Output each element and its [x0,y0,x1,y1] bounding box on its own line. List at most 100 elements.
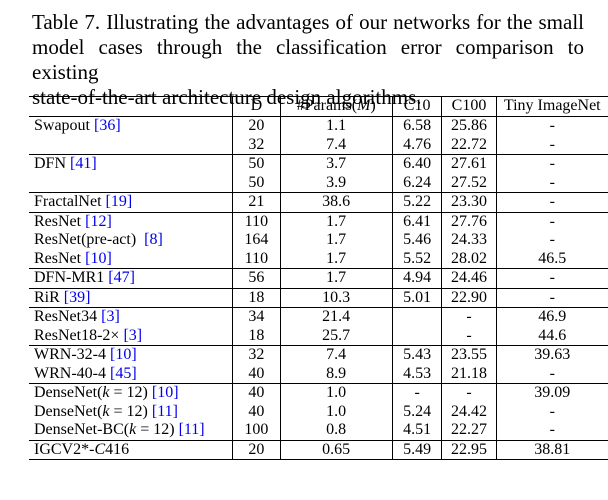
citation-link[interactable]: [11] [178,421,205,438]
c100-cell: 28.02 [441,249,497,269]
params-cell: 7.4 [279,345,393,365]
params-cell: 25.7 [279,326,393,346]
params-cell: 0.8 [279,421,393,440]
table-row: ResNet(pre-act) [8] 164 1.7 5.46 24.33 - [29,231,608,250]
citation-link[interactable]: [47] [108,269,135,286]
method-name: DenseNet( [34,402,103,420]
header-method [29,96,233,117]
header-params: #Params(M) [279,96,393,117]
citation-link[interactable]: [11] [151,402,178,420]
method-name: ResNet [34,212,86,230]
header-tiny-imagenet: Tiny ImageNet [495,96,608,117]
tiny-cell: - [495,287,608,308]
citation-link[interactable]: [45] [109,364,137,382]
citation-link[interactable]: [19] [105,193,133,210]
header-c10: C10 [391,96,442,117]
depth-cell: 32 [232,135,281,155]
params-cell: 1.0 [279,402,393,421]
c100-cell: 24.46 [441,268,497,288]
table-row: Swapout [36] 20 1.1 6.58 25.86 - [29,116,608,136]
params-cell: 8.9 [279,364,393,384]
method-name: FractalNet [34,193,106,210]
c10-cell: 5.22 [391,192,442,212]
c10-cell: 6.58 [391,116,442,136]
tiny-cell: - [495,364,608,384]
table-row: WRN-40-4 [45] 40 8.9 4.53 21.18 - [29,364,608,384]
method-name: ResNet18-2× [34,326,124,344]
tiny-cell: 46.5 [495,249,608,269]
table-row: IGCV2*-C416 20 0.65 5.49 22.95 38.81 [29,439,608,460]
tiny-cell: - [495,211,608,231]
citation-link[interactable]: [10] [151,384,179,401]
c10-cell: 4.51 [391,421,442,440]
method-name-suffix: = 12) [109,402,152,420]
c100-cell: 22.72 [441,135,497,155]
table-row: 32 7.4 4.76 22.72 - [29,135,608,155]
citation-link[interactable]: [10] [109,346,137,363]
method-name: DenseNet( [34,384,103,401]
depth-cell: 32 [232,345,281,365]
method-cell: ResNet34 [3] [29,307,233,327]
c100-cell: 21.18 [441,364,497,384]
method-cell: Swapout [36] [29,116,233,136]
citation-link[interactable]: [41] [70,155,97,172]
method-cell: WRN-32-4 [10] [29,345,233,365]
table-row: 50 3.9 6.24 27.52 - [29,173,608,193]
method-name-var: C [94,440,106,458]
method-name: ResNet [34,249,86,267]
citation-link[interactable]: [36] [94,117,121,134]
method-name-suffix: = 12) [109,384,152,401]
method-name: IGCV2*- [34,440,95,458]
table-row: DenseNet-BC(k = 12) [11] 100 0.8 4.51 22… [29,421,608,440]
table-caption: Table 7. Illustrating the advantages of … [32,10,584,110]
c10-cell: 5.24 [391,402,442,421]
table-row: WRN-32-4 [10] 32 7.4 5.43 23.55 39.63 [29,345,608,365]
tiny-cell: 38.81 [495,439,608,460]
method-cell [29,174,233,193]
method-name: DFN [34,155,71,172]
method-cell: DenseNet-BC(k = 12) [11] [29,421,233,440]
params-cell: 1.7 [279,268,393,288]
citation-link[interactable]: [3] [123,326,143,344]
header-c100: C100 [441,96,497,117]
tiny-cell: 44.6 [495,326,608,346]
c100-cell: 23.55 [441,345,497,365]
c100-cell: 27.61 [441,154,497,174]
table-row: DenseNet(k = 12) [11] 40 1.0 5.24 24.42 … [29,402,608,421]
tiny-cell: - [495,116,608,136]
c10-cell: 5.43 [391,345,442,365]
citation-link[interactable]: [3] [101,308,120,325]
table-row: ResNet18-2× [3] 18 25.7 - 44.6 [29,326,608,346]
c100-cell: 22.27 [441,421,497,440]
citation-link[interactable]: [39] [63,288,91,306]
c100-cell: 27.76 [441,211,497,231]
params-cell: 10.3 [279,287,393,308]
params-cell: 38.6 [279,192,393,212]
params-cell: 7.4 [279,135,393,155]
c10-cell: 6.40 [391,154,442,174]
c10-cell [391,307,442,327]
method-name-var: k [129,421,137,438]
citation-link[interactable]: [8] [144,231,163,248]
tiny-cell: - [495,173,608,193]
tiny-cell: 46.9 [495,307,608,327]
method-name-suffix: 416 [105,440,130,458]
method-name: ResNet(pre-act) [34,231,145,248]
depth-cell: 40 [232,402,281,421]
params-cell: 3.9 [279,173,393,193]
depth-cell: 164 [232,231,281,250]
method-name: Swapout [34,117,94,134]
citation-link[interactable]: [12] [85,212,112,230]
c10-cell: 5.46 [391,231,442,250]
tiny-cell: - [495,135,608,155]
tiny-cell: - [495,402,608,421]
caption-line-2: model cases through the classification e… [32,35,584,84]
c100-cell: 23.30 [441,192,497,212]
c100-cell: 22.90 [441,287,497,308]
citation-link[interactable]: [10] [85,249,112,267]
table-row: FractalNet [19] 21 38.6 5.22 23.30 - [29,192,608,212]
method-name-suffix: = 12) [136,421,179,438]
method-cell: IGCV2*-C416 [29,439,233,460]
method-cell: DFN-MR1 [47] [29,268,233,288]
